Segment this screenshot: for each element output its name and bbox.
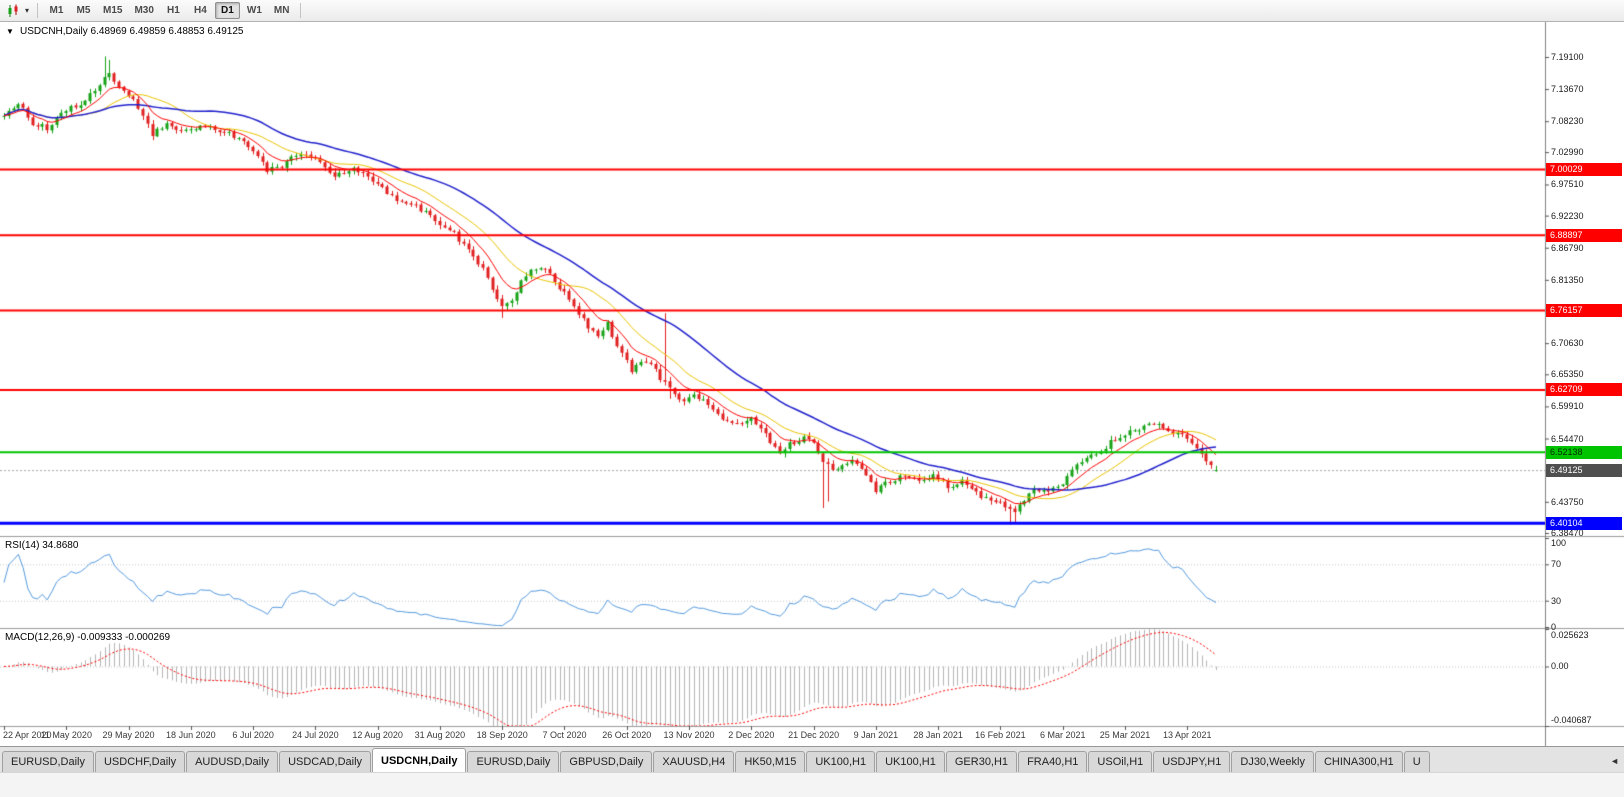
timeframe-button-m1[interactable]: M1 [49, 5, 64, 16]
price-axis-label: 6.81350 [1551, 274, 1584, 285]
tab-scroll-left-icon[interactable]: ◄ [1608, 756, 1621, 766]
current-price-tag: 6.49125 [1546, 463, 1622, 477]
candlestick-chart-icon[interactable] [4, 2, 22, 20]
chart-tab-ger30-h1[interactable]: GER30,H1 [945, 751, 1018, 772]
date-axis-label: 7 Oct 2020 [542, 730, 587, 740]
price-axis-label: 6.54470 [1551, 433, 1584, 444]
price-axis-label: 7.02990 [1551, 147, 1584, 158]
date-axis-label: 6 Mar 2021 [1039, 730, 1086, 740]
chart-tab-eurusd-daily[interactable]: EURUSD,Daily [467, 751, 560, 772]
macd-axis-label: 0.025623 [1551, 630, 1589, 640]
price-axis-label: 6.86790 [1551, 242, 1584, 253]
date-axis-label: 18 Sep 2020 [476, 730, 528, 740]
chart-tab-china300-h1[interactable]: CHINA300,H1 [1314, 751, 1403, 772]
price-axis-label: 6.65350 [1551, 369, 1584, 380]
date-axis-label: 18 Jun 2020 [166, 730, 216, 740]
price-chart-canvas[interactable] [0, 22, 1624, 746]
rsi-axis-label: 100 [1551, 538, 1567, 548]
chart-tabs-bar: ◄ EURUSD,Daily USDCHF,Daily AUDUSD,Daily US… [0, 746, 1624, 772]
hline-price-tag: 6.76157 [1546, 304, 1622, 317]
date-axis-label: 11 May 2020 [40, 730, 92, 740]
timeframe-button-m15[interactable]: M15 [103, 5, 123, 16]
chart-tab-hk50-m15[interactable]: HK50,M15 [735, 751, 806, 772]
date-axis-label: 24 Jul 2020 [292, 730, 339, 740]
chart-tab-eurusd-daily[interactable]: EURUSD,Daily [2, 751, 94, 772]
date-axis-label: 12 Aug 2020 [352, 730, 403, 740]
chart-tab-usdcnh-daily[interactable]: USDCNH,Daily [372, 748, 467, 772]
date-axis-label: 21 Dec 2020 [788, 730, 840, 740]
chart-tab-usdjpy-h1[interactable]: USDJPY,H1 [1153, 751, 1231, 772]
price-axis-label: 6.97510 [1551, 179, 1584, 190]
hline-price-tag: 6.88897 [1546, 228, 1622, 242]
date-axis-label: 16 Feb 2021 [975, 730, 1026, 740]
chart-ohlc-info-line: USDCNH,Daily 6.48969 6.49859 6.48853 6.4… [20, 26, 244, 37]
hline-price-tag: 7.00029 [1546, 163, 1622, 177]
timeframe-button-group: M1 M5 M15 M30 H1 H4 D1 W1 MN [43, 2, 295, 19]
date-axis-label: 26 Oct 2020 [602, 730, 652, 740]
price-axis-label: 6.92230 [1551, 210, 1584, 221]
chart-tab-usdchf-daily[interactable]: USDCHF,Daily [94, 751, 186, 772]
timeframe-button-h4[interactable]: H4 [194, 5, 207, 16]
toolbar-separator [37, 3, 38, 18]
chart-tab-usdcad-daily[interactable]: USDCAD,Daily [279, 751, 372, 772]
chart-tab-gbpusd-daily[interactable]: GBPUSD,Daily [560, 751, 653, 772]
hline-price-tag: 6.62709 [1546, 383, 1622, 397]
price-axis-label: 6.38470 [1551, 527, 1584, 538]
date-axis-label: 6 Jul 2020 [232, 730, 274, 740]
rsi-axis-label: 0 [1551, 622, 1557, 632]
timeframe-button-h1[interactable]: H1 [167, 5, 180, 16]
price-axis-label: 7.19100 [1551, 52, 1584, 62]
price-axis-label: 6.59910 [1551, 401, 1584, 412]
toolbar: ▾ M1 M5 M15 M30 H1 H4 D1 W1 MN [0, 0, 1624, 22]
date-axis-label: 22 Apr 2020 [3, 730, 52, 740]
date-axis-label: 29 May 2020 [102, 730, 155, 740]
timeframe-button-d1[interactable]: D1 [214, 2, 240, 19]
macd-indicator-label: MACD(12,26,9) -0.009333 -0.000269 [5, 632, 171, 643]
chart-tab-audusd-daily[interactable]: AUDUSD,Daily [186, 751, 279, 772]
toolbar-separator [300, 3, 302, 18]
one-click-trading-arrow-icon[interactable]: ▼ [6, 27, 14, 36]
hline-price-tag: 6.52138 [1546, 445, 1622, 459]
hline-price-tag: 6.40104 [1546, 516, 1622, 530]
price-axis-label: 7.08230 [1551, 116, 1584, 127]
macd-axis-label: 0.00 [1551, 661, 1569, 672]
rsi-axis-label: 70 [1551, 559, 1562, 570]
candlestick-chart-icon-svg [8, 4, 18, 17]
timeframe-button-mn[interactable]: MN [273, 5, 290, 16]
date-axis-label: 31 Aug 2020 [414, 730, 466, 740]
timeframe-button-m5[interactable]: M5 [76, 5, 91, 16]
date-axis-label: 13 Apr 2021 [1162, 730, 1212, 740]
chart-tab-uk100-h1[interactable]: UK100,H1 [806, 751, 876, 772]
price-axis-label: 6.43750 [1551, 496, 1584, 507]
chart-window[interactable]: ▼ USDCNH,Daily 6.48969 6.49859 6.48853 6… [0, 22, 1624, 746]
chart-type-dropdown-caret-icon[interactable]: ▾ [24, 6, 29, 15]
date-axis-label: 9 Jan 2021 [853, 730, 899, 740]
timeframe-button-w1[interactable]: W1 [246, 5, 262, 16]
date-axis-label: 13 Nov 2020 [663, 730, 715, 740]
rsi-indicator-label: RSI(14) 34.8680 [5, 540, 79, 551]
chart-tab-dj30-weekly[interactable]: DJ30,Weekly [1231, 751, 1314, 772]
price-axis-label: 6.70630 [1551, 338, 1584, 349]
chart-tab-u[interactable]: U [1403, 751, 1430, 772]
macd-axis-label: -0.040687 [1551, 715, 1592, 725]
price-axis-label: 7.13670 [1551, 84, 1584, 95]
date-axis-label: 2 Dec 2020 [728, 730, 775, 740]
rsi-axis-label: 30 [1551, 595, 1562, 606]
chart-tab-uk100-h1[interactable]: UK100,H1 [876, 751, 945, 772]
status-bar [0, 772, 1624, 797]
date-axis-label: 25 Mar 2021 [1099, 730, 1151, 740]
chart-tab-usoil-h1[interactable]: USOil,H1 [1088, 751, 1153, 772]
timeframe-button-m30[interactable]: M30 [134, 5, 154, 16]
chart-tab-xauusd-h4[interactable]: XAUUSD,H4 [653, 751, 735, 772]
chart-tab-fra40-h1[interactable]: FRA40,H1 [1018, 751, 1088, 772]
date-axis-label: 28 Jan 2021 [913, 730, 963, 740]
